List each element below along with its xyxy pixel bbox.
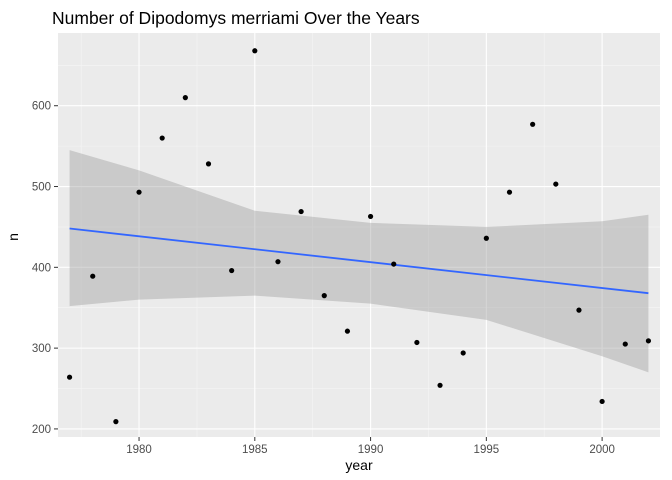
y-tick-label: 400 [32,262,51,274]
data-points [66,48,652,425]
data-point [90,273,96,279]
data-point [576,307,582,313]
x-tick-label: 1985 [242,444,268,456]
data-point [275,259,281,265]
data-point [229,267,235,274]
y-tick-label: 600 [32,101,51,113]
data-point [367,213,374,220]
data-point [483,235,489,241]
data-point [460,350,466,356]
data-point [553,181,559,187]
data-point [391,261,397,267]
data-point [159,135,165,141]
x-tick-label: 1990 [358,444,384,456]
y-tick-label: 200 [32,424,51,436]
data-point [530,121,536,127]
trend-line [69,227,649,295]
data-point [136,189,142,195]
data-point [622,341,628,347]
data-point [205,161,212,167]
x-tick-label: 2000 [589,444,615,456]
data-point [437,382,443,388]
x-tick-label: 1980 [126,444,152,456]
data-point [66,374,73,380]
plot-panel [58,33,660,437]
data-point [321,293,327,299]
data-point [298,208,304,215]
y-axis-title: n [5,233,21,241]
data-point [506,189,513,195]
grid-lines [58,33,660,437]
x-axis-title: year [345,457,373,473]
chart-title: Number of Dipodomys merriami Over the Ye… [52,8,420,28]
y-axis: 200 300 400 500 600 [32,101,58,436]
data-point [599,398,605,405]
y-tick-label: 300 [32,343,51,355]
data-point [645,338,652,344]
x-axis: 1980 1985 1990 1995 2000 [126,437,615,456]
x-tick-label: 1995 [474,444,500,456]
regression-line [69,227,649,295]
data-point [113,419,119,425]
data-point [182,95,188,101]
data-point [344,328,351,334]
data-point [414,339,420,346]
y-tick-label: 500 [32,182,51,194]
data-point [252,48,258,54]
